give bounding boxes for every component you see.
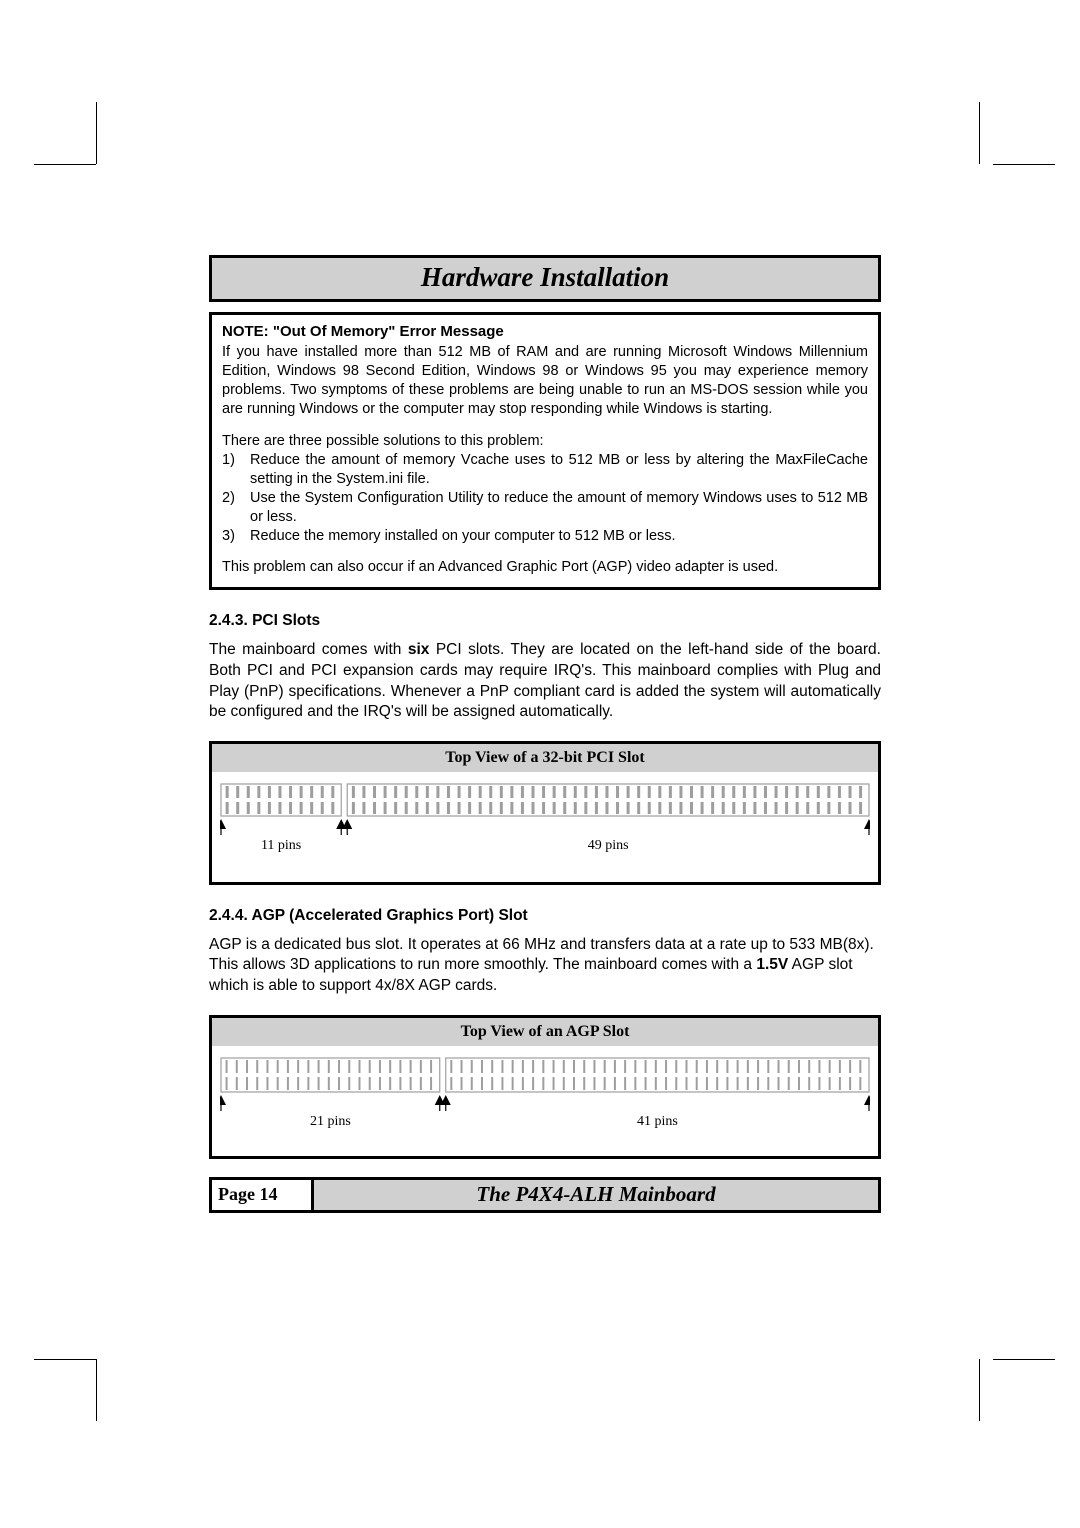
note-solution-3: 3)Reduce the memory installed on your co…: [222, 527, 868, 546]
pci-slot-diagram: Top View of a 32-bit PCI Slot 11 pins 49 …: [209, 741, 881, 885]
agp-slot-diagram: Top View of an AGP Slot 21 pins 41 pins: [209, 1015, 881, 1159]
section-pci: 2.4.3. PCI Slots The mainboard comes wit…: [209, 612, 881, 884]
note-solutions-intro: There are three possible solutions to th…: [222, 432, 868, 451]
note-body: If you have installed more than 512 MB o…: [222, 343, 868, 577]
crop-mark-tr: [965, 150, 1055, 240]
mainboard-name: The P4X4-ALH Mainboard: [314, 1180, 878, 1210]
note-tail: This problem can also occur if an Advanc…: [222, 558, 868, 577]
content-area: Hardware Installation NOTE: "Out Of Memo…: [209, 255, 881, 1213]
note-para1: If you have installed more than 512 MB o…: [222, 343, 868, 420]
pci-slot-svg: 11 pins 49 pins: [220, 782, 870, 874]
page-number: Page 14: [212, 1180, 314, 1210]
svg-text:11 pins: 11 pins: [261, 838, 301, 853]
section-agp-body: AGP is a dedicated bus slot. It operates…: [209, 935, 881, 997]
svg-text:41 pins: 41 pins: [637, 1114, 678, 1129]
page: Hardware Installation NOTE: "Out Of Memo…: [0, 0, 1080, 1528]
section-agp-heading: 2.4.4. AGP (Accelerated Graphics Port) S…: [209, 907, 881, 925]
svg-text:21 pins: 21 pins: [310, 1114, 351, 1129]
note-solution-1: 1)Reduce the amount of memory Vcache use…: [222, 451, 868, 489]
pci-slot-title: Top View of a 32-bit PCI Slot: [212, 744, 878, 772]
note-heading: NOTE: "Out Of Memory" Error Message: [222, 323, 868, 340]
agp-slot-title: Top View of an AGP Slot: [212, 1018, 878, 1046]
footer: Page 14 The P4X4-ALH Mainboard: [209, 1177, 881, 1213]
note-box: NOTE: "Out Of Memory" Error Message If y…: [209, 312, 881, 590]
agp-slot-svg: 21 pins 41 pins: [220, 1056, 870, 1148]
crop-mark-bl: [34, 1345, 124, 1435]
page-title: Hardware Installation: [209, 255, 881, 302]
note-solution-2: 2)Use the System Configuration Utility t…: [222, 489, 868, 527]
crop-mark-tl: [34, 150, 124, 240]
crop-mark-br: [965, 1345, 1055, 1435]
svg-text:49 pins: 49 pins: [588, 838, 629, 853]
section-pci-heading: 2.4.3. PCI Slots: [209, 612, 881, 630]
section-pci-body: The mainboard comes with six PCI slots. …: [209, 640, 881, 722]
section-agp: 2.4.4. AGP (Accelerated Graphics Port) S…: [209, 907, 881, 1159]
